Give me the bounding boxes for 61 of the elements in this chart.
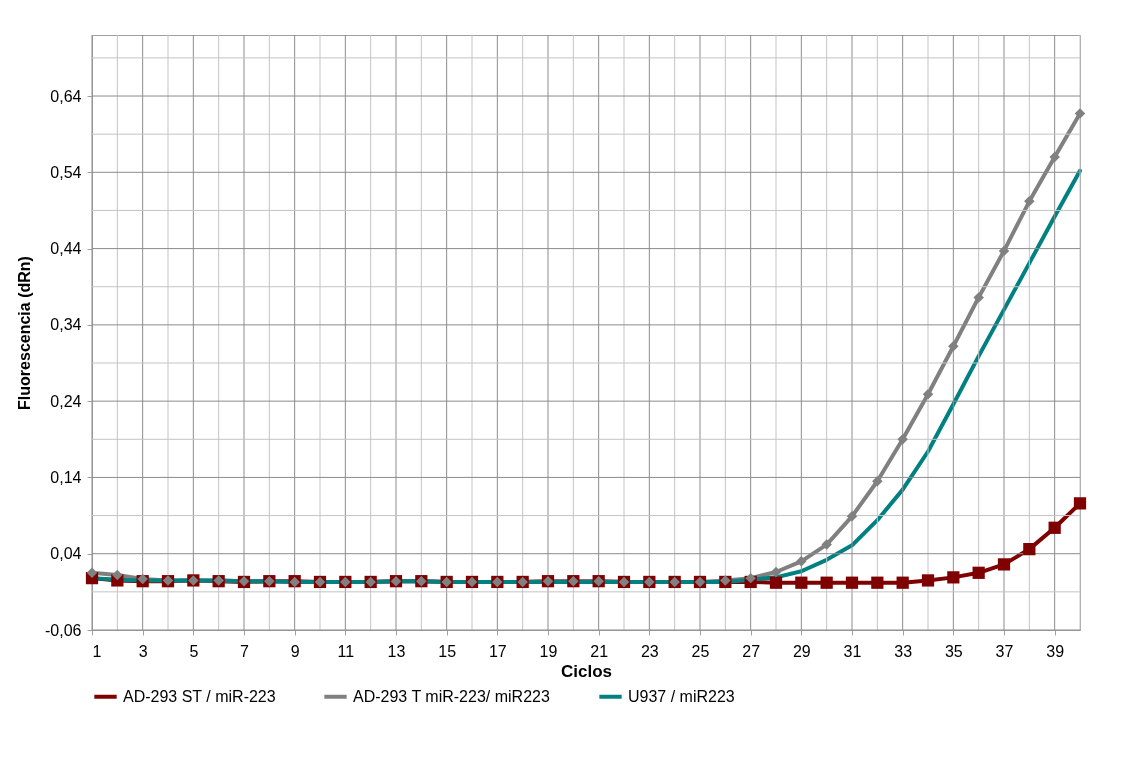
point	[1048, 521, 1061, 534]
x-tick-label: 37	[995, 642, 1014, 660]
point	[821, 539, 832, 550]
point	[796, 556, 807, 567]
point	[769, 576, 783, 589]
x-tick-label: 15	[438, 642, 457, 660]
y-tick-label: 0,04	[50, 545, 82, 563]
point	[1073, 497, 1087, 510]
point	[112, 569, 123, 581]
point	[921, 574, 935, 587]
y-tick-label: 0,64	[50, 87, 82, 105]
x-tick-label: 11	[337, 642, 355, 660]
legend-label: AD-293 T miR-223/ miR223	[353, 687, 550, 705]
x-tick-label: 29	[792, 642, 811, 660]
y-tick-label: 0,14	[50, 468, 82, 486]
point	[947, 571, 960, 584]
point	[998, 245, 1010, 257]
x-tick-label: 7	[240, 642, 250, 660]
y-tick-label: 0,44	[50, 240, 82, 258]
point	[871, 576, 884, 589]
x-tick-label: 27	[742, 642, 761, 660]
point	[1024, 196, 1035, 207]
y-tick-label: 0,54	[50, 163, 82, 181]
point	[872, 476, 883, 487]
x-tick-label: 23	[640, 642, 659, 660]
x-tick-label: 1	[92, 642, 102, 660]
point	[922, 389, 934, 400]
point	[972, 566, 985, 579]
point	[896, 576, 909, 589]
x-tick-label: 19	[539, 642, 558, 660]
x-tick-label: 21	[590, 642, 609, 660]
x-tick-label: 13	[387, 642, 406, 660]
x-tick-label: 39	[1046, 642, 1065, 660]
point	[997, 558, 1011, 571]
y-tick-label: 0,34	[50, 316, 82, 334]
y-axis-title: Fluorescencia (dRn)	[16, 256, 34, 410]
point	[820, 576, 833, 589]
y-tick-label: -0,06	[45, 621, 82, 639]
point	[795, 576, 808, 589]
point	[845, 576, 859, 589]
legend-label: U937 / miR223	[628, 687, 735, 705]
y-tick-label: 0,24	[50, 392, 82, 410]
point	[745, 572, 756, 584]
x-tick-label: 31	[843, 642, 862, 660]
point	[846, 511, 858, 522]
x-tick-label: 25	[691, 642, 710, 660]
x-tick-label: 17	[488, 642, 507, 660]
point	[948, 340, 959, 352]
x-tick-label: 35	[944, 642, 963, 660]
x-tick-label: 5	[189, 642, 199, 660]
point	[897, 434, 908, 445]
point	[1074, 108, 1086, 119]
point	[1023, 543, 1036, 556]
x-tick-label: 9	[290, 642, 300, 660]
point	[973, 292, 984, 303]
legend-label: AD-293 ST / miR-223	[123, 687, 276, 705]
point	[1049, 151, 1060, 163]
x-axis-title: Ciclos	[560, 661, 613, 681]
point	[86, 567, 98, 579]
x-tick-label: 33	[894, 642, 913, 660]
x-tick-label: 3	[138, 642, 148, 660]
